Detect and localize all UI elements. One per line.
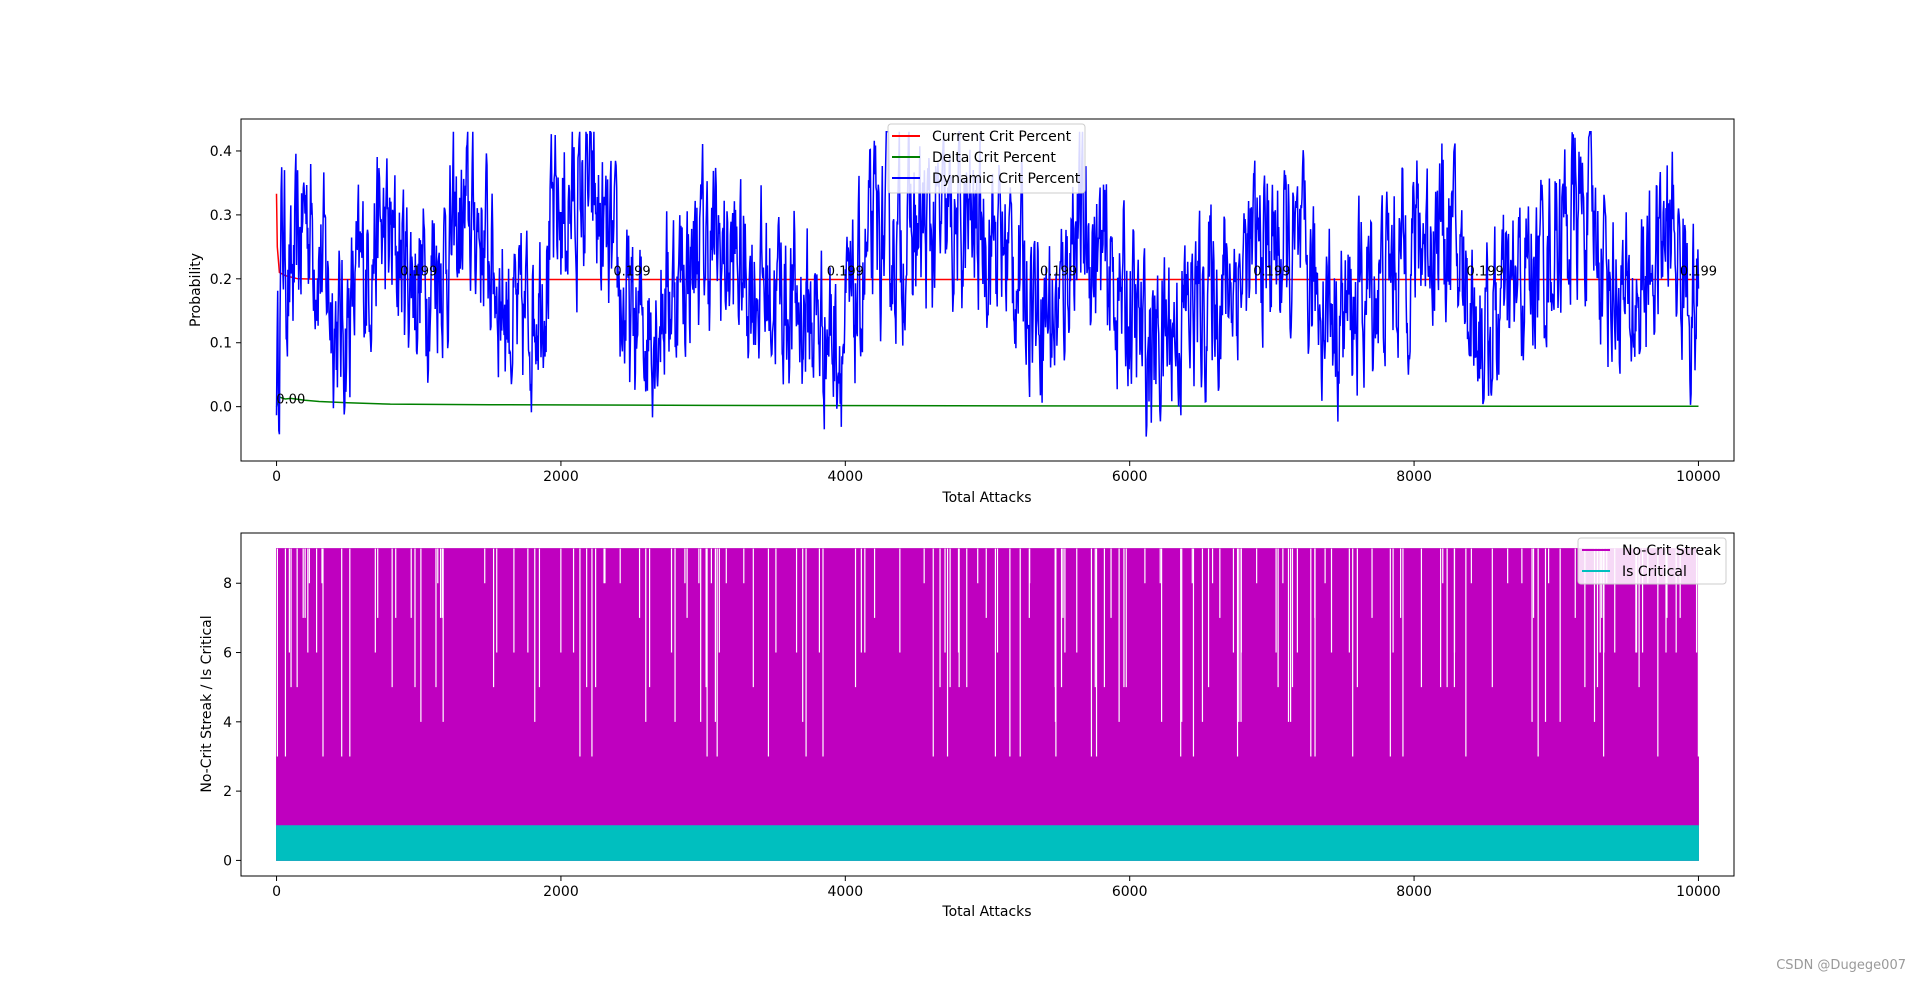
legend-box [887, 123, 1086, 194]
value-annotation: 0.199 [1253, 265, 1290, 280]
legend-label: Dynamic Crit Percent [932, 171, 1081, 187]
value-annotation: 0.00 [276, 392, 305, 407]
legend: Current Crit Percent Delta Crit Percent Dy… [887, 123, 1086, 194]
series-no-crit-streak [276, 548, 1699, 861]
watermark: CSDN @Dugege007 [1776, 958, 1906, 973]
y-tick-label: 6 [223, 646, 232, 662]
x-tick-label: 0 [272, 884, 281, 900]
x-tick-label: 2000 [543, 884, 579, 900]
y-tick-label: 0.0 [210, 400, 232, 416]
y-axis-label: No-Crit Streak / Is Critical [199, 615, 215, 792]
value-annotation: 0.199 [827, 265, 864, 280]
probability-chart: 0 2000 4000 6000 8000 10000 0.0 0.1 0.2 0.3 0.4 0.… [188, 118, 1735, 506]
y-tick-label: 4 [223, 715, 232, 731]
y-tick-label: 0 [223, 853, 232, 869]
legend-label: Delta Crit Percent [932, 150, 1056, 166]
value-annotation: 0.199 [1680, 265, 1717, 280]
y-axis-label: Probability [188, 253, 204, 327]
x-tick-label: 10000 [1676, 469, 1721, 485]
value-annotation: 0.199 [1040, 265, 1077, 280]
series-is-critical [276, 825, 1699, 861]
y-tick-label: 0.2 [210, 272, 232, 288]
plot-frame [240, 532, 1735, 877]
x-tick-label: 10000 [1676, 884, 1721, 900]
plot-frame [240, 118, 1735, 462]
legend: No-Crit Streak Is Critical [1577, 537, 1727, 585]
legend-box [1577, 537, 1727, 585]
x-axis-label: Total Attacks [941, 904, 1031, 920]
x-tick-label: 8000 [1396, 469, 1432, 485]
x-tick-label: 0 [272, 469, 281, 485]
legend-label: No-Crit Streak [1622, 543, 1722, 559]
streak-chart: 0 2000 4000 6000 8000 10000 0 2 4 6 8 Total Attack… [199, 532, 1735, 920]
x-tick-label: 4000 [827, 884, 863, 900]
series-dynamic-crit-percent [275, 131, 1700, 437]
value-annotation: 0.199 [400, 265, 437, 280]
value-annotation: 0.199 [1467, 265, 1504, 280]
legend-label: Current Crit Percent [932, 129, 1072, 145]
x-tick-label: 6000 [1112, 469, 1148, 485]
y-tick-label: 0.4 [210, 144, 232, 160]
x-axis-label: Total Attacks [941, 490, 1031, 506]
x-tick-label: 6000 [1112, 884, 1148, 900]
y-tick-label: 0.3 [210, 208, 232, 224]
y-tick-label: 0.1 [210, 336, 232, 352]
value-annotation: 0.199 [613, 265, 650, 280]
x-tick-label: 4000 [827, 469, 863, 485]
x-tick-label: 2000 [543, 469, 579, 485]
y-tick-label: 2 [223, 784, 232, 800]
x-tick-label: 8000 [1396, 884, 1432, 900]
legend-label: Is Critical [1622, 564, 1687, 580]
y-tick-label: 8 [223, 576, 232, 592]
